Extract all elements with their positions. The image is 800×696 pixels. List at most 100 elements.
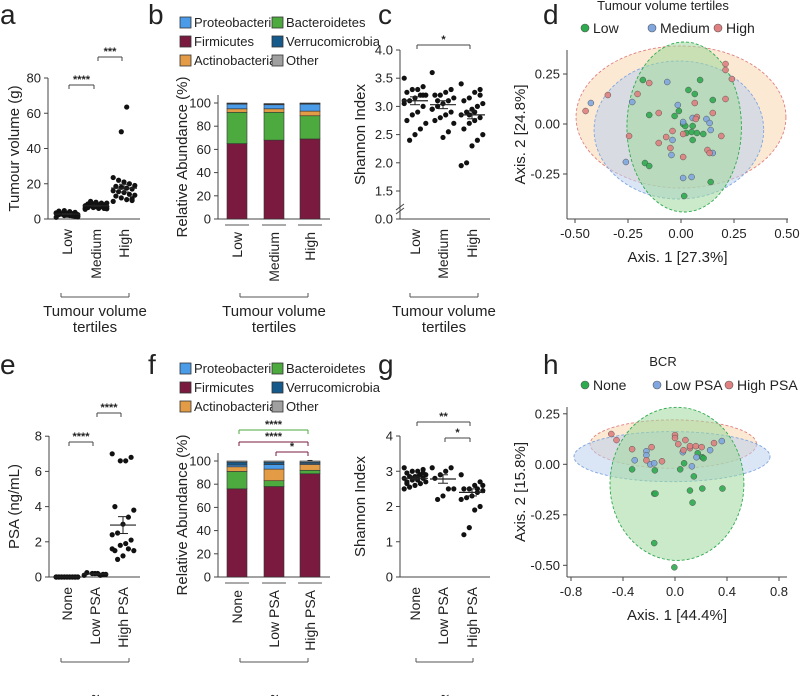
- data-point: [689, 122, 696, 130]
- data-point: [692, 115, 700, 123]
- data-point: [718, 437, 726, 445]
- data-point: [123, 540, 129, 547]
- y-tick-label: 80: [197, 477, 211, 492]
- data-point: [709, 109, 717, 117]
- data-point: [407, 484, 413, 490]
- y-axis-label: PSA (ng/mL): [6, 464, 23, 549]
- bar-segment: [226, 460, 248, 463]
- data-point: [443, 468, 449, 474]
- bar-segment: [263, 460, 285, 463]
- data-point: [124, 197, 130, 203]
- data-point: [409, 86, 415, 93]
- data-point: [128, 537, 134, 543]
- x-tick-label: 0.50: [774, 226, 799, 241]
- legend-swatch: [179, 400, 192, 413]
- data-point: [420, 470, 426, 476]
- data-point: [466, 525, 472, 531]
- data-point: [110, 188, 116, 194]
- data-point: [625, 132, 633, 140]
- y-tick-label: 0.00: [535, 457, 560, 472]
- legend-label: Bacteroidetes: [286, 361, 366, 376]
- panel-letter: h: [543, 349, 559, 380]
- data-point: [125, 546, 131, 552]
- data-point: [480, 100, 486, 107]
- legend-label: Actinobacteria: [194, 53, 277, 68]
- panel-letter: e: [0, 349, 16, 380]
- bar-segment: [263, 486, 285, 578]
- panel-letter: d: [543, 0, 559, 30]
- panel-letter: b: [148, 0, 164, 30]
- y-tick-label: 3: [386, 464, 393, 479]
- data-point: [662, 133, 670, 141]
- category-label: High: [464, 229, 480, 258]
- legend-swatch: [271, 16, 284, 29]
- panel-letter: c: [378, 0, 392, 30]
- x-tick-label: 0.25: [721, 226, 746, 241]
- data-point: [121, 179, 127, 185]
- data-point: [658, 458, 666, 465]
- data-point: [109, 546, 115, 552]
- y-tick-label: 20: [197, 546, 211, 561]
- category-label: Low PSA: [87, 586, 103, 644]
- data-point: [474, 137, 480, 143]
- data-point: [628, 445, 636, 453]
- data-point: [604, 91, 612, 99]
- y-tick-label: 6: [35, 464, 42, 479]
- data-point: [722, 66, 729, 74]
- data-point: [115, 530, 121, 536]
- y-tick-label: 80: [27, 71, 41, 86]
- bar-segment: [226, 111, 248, 144]
- data-point: [407, 137, 413, 143]
- data-point: [679, 130, 687, 138]
- legend-marker: [713, 23, 723, 33]
- significance-stars: ****: [100, 402, 118, 414]
- data-point: [680, 460, 688, 467]
- data-point: [121, 189, 127, 196]
- data-point: [650, 539, 658, 547]
- data-point: [667, 144, 674, 152]
- y-tick-label: 3.5: [375, 71, 393, 86]
- y-tick-label: 40: [27, 141, 41, 156]
- axis-break-mark: [395, 203, 405, 211]
- y-tick-label: 40: [197, 165, 211, 180]
- bar-segment: [226, 102, 248, 104]
- data-point: [461, 126, 467, 132]
- data-point: [404, 470, 410, 476]
- bar-segment: [263, 480, 285, 487]
- data-point: [706, 446, 714, 454]
- y-tick-label: 4: [35, 499, 42, 514]
- significance-stars: *: [290, 441, 295, 453]
- bar-segment: [299, 115, 321, 140]
- y-tick-label: 2.5: [375, 127, 393, 142]
- data-point: [669, 127, 676, 135]
- y-tick-label: 0: [34, 212, 41, 227]
- group-label: tertiles: [422, 319, 466, 336]
- data-point: [448, 109, 454, 115]
- data-point: [415, 86, 421, 93]
- group-label: Tumour volume: [222, 303, 326, 320]
- y-tick-label: 2: [386, 499, 393, 514]
- data-point: [412, 482, 418, 488]
- data-point: [679, 153, 687, 161]
- data-point: [663, 78, 671, 86]
- legend-label: Low PSA: [665, 377, 723, 393]
- data-point: [696, 76, 704, 84]
- data-point: [110, 198, 116, 204]
- data-point: [415, 109, 421, 115]
- y-tick-label: 60: [197, 142, 211, 157]
- legend-label: Other: [286, 399, 319, 414]
- data-point: [706, 119, 713, 127]
- data-point: [587, 99, 595, 107]
- group-label: BCR: [90, 694, 102, 696]
- x-tick-label: 0.00: [668, 226, 693, 241]
- data-point: [443, 112, 449, 118]
- data-point: [722, 95, 729, 103]
- x-tick-label: -0.8: [560, 584, 582, 599]
- bar-segment: [226, 471, 248, 490]
- data-point: [118, 129, 124, 135]
- data-point: [435, 98, 441, 104]
- data-point: [115, 556, 121, 563]
- bar-segment: [263, 103, 285, 105]
- data-point: [710, 439, 718, 447]
- data-point: [131, 507, 137, 513]
